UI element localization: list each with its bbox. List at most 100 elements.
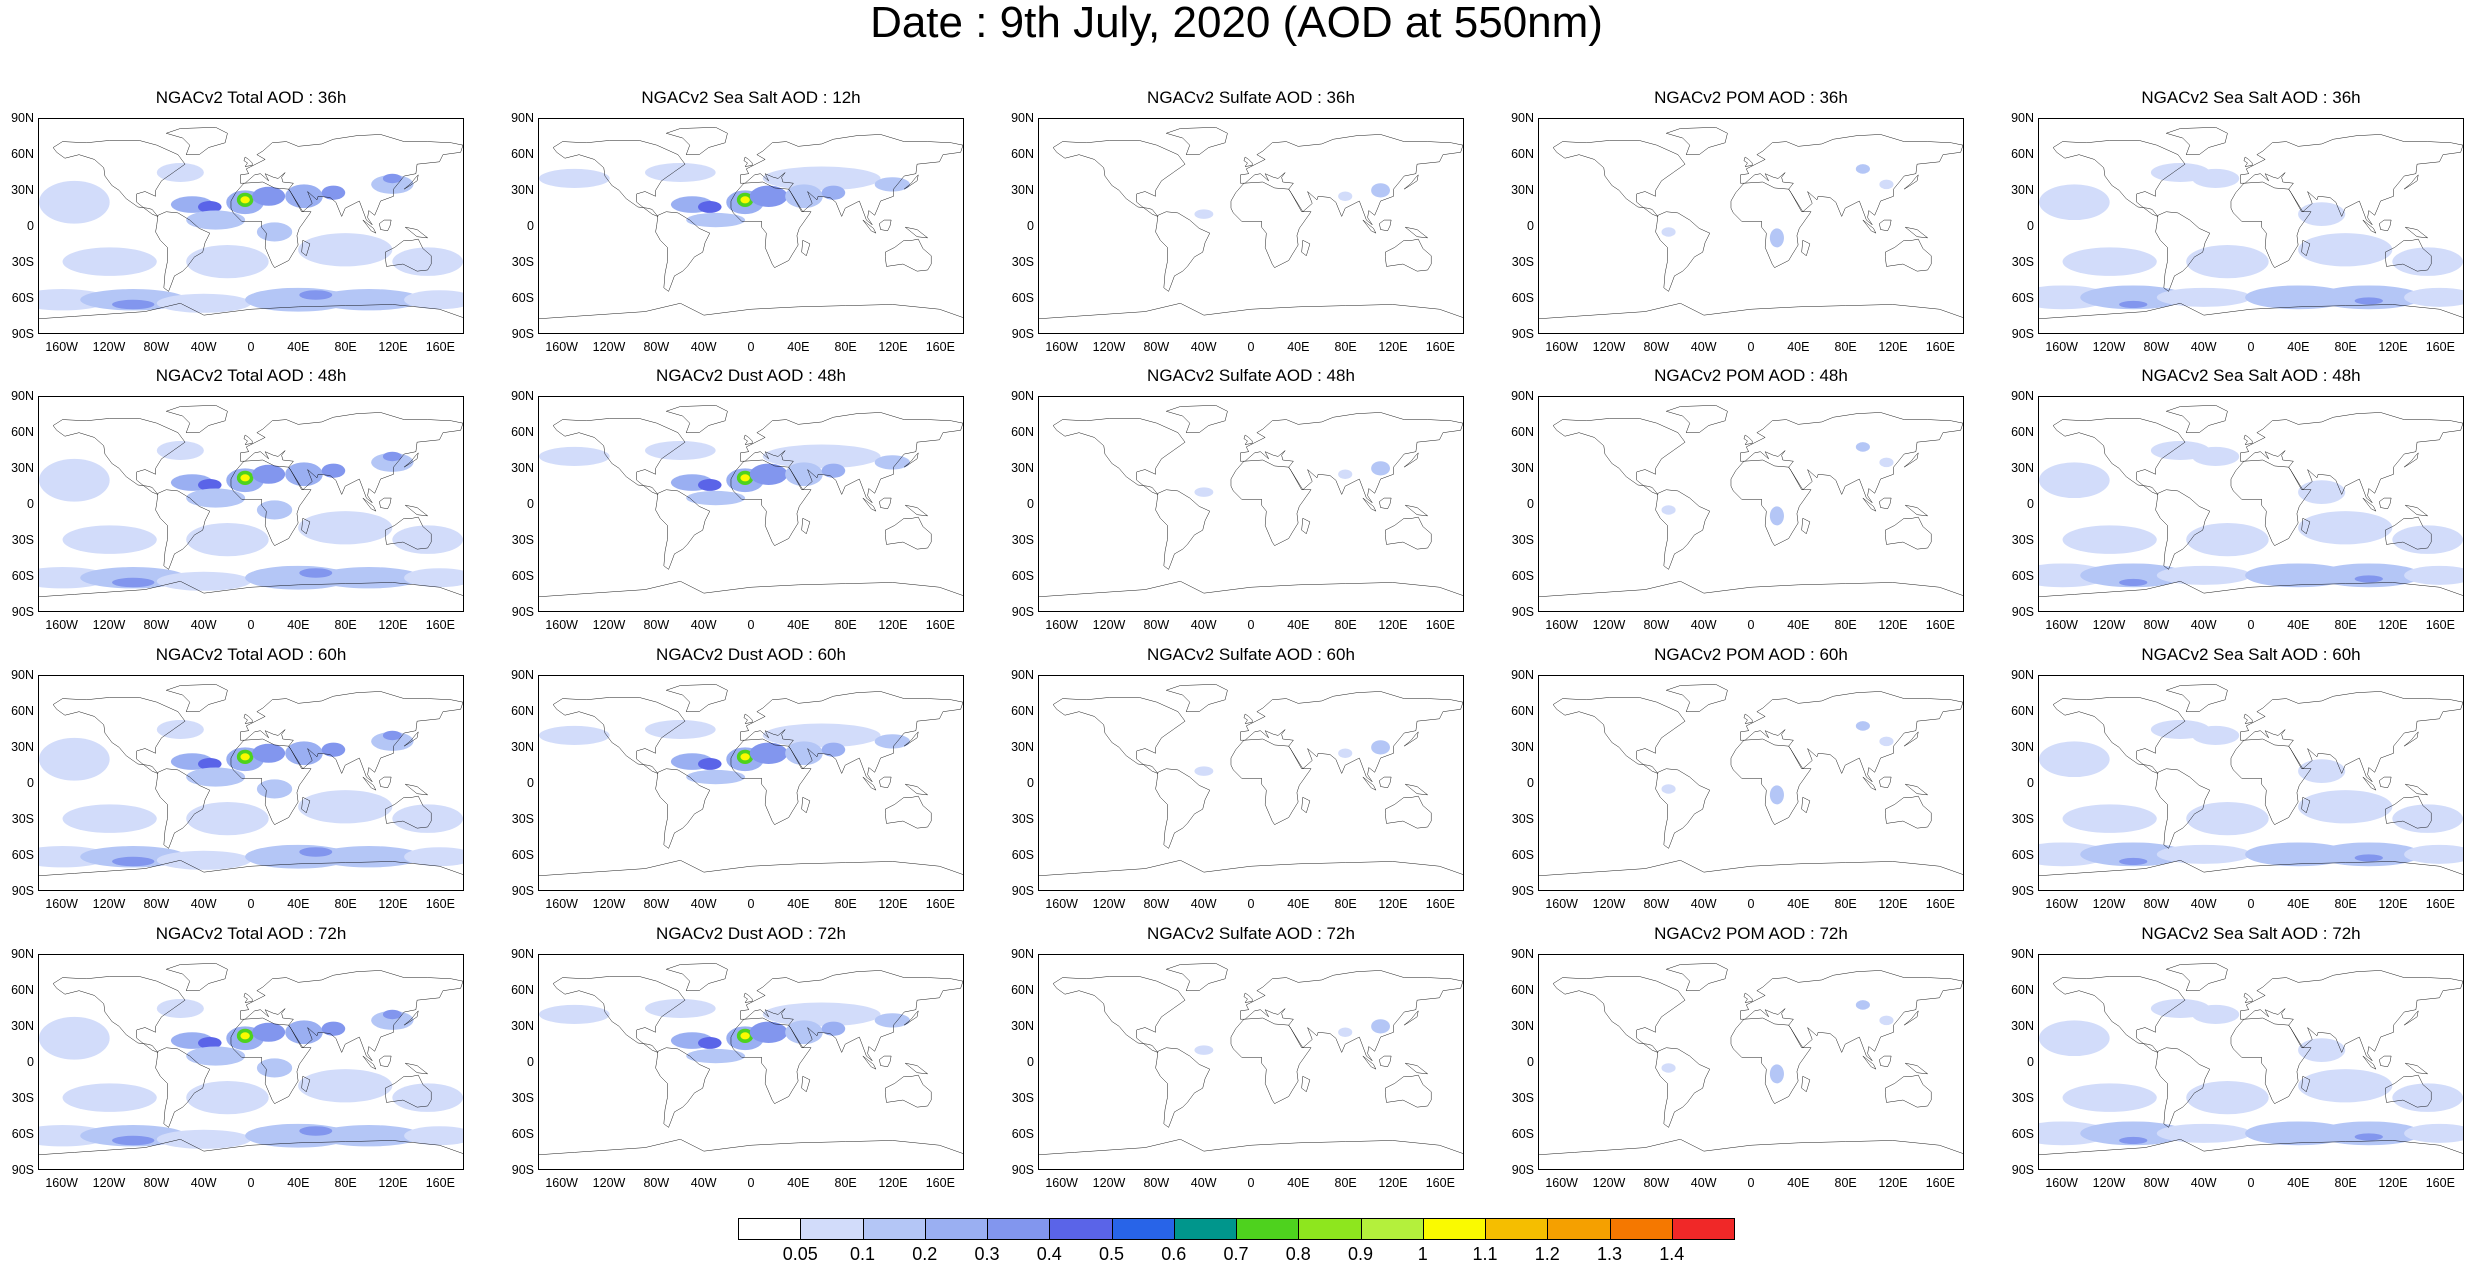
aerosol-patch: [2186, 523, 2269, 557]
lat-tick-label: 60S: [1511, 848, 1534, 862]
aerosol-patch: [156, 1129, 251, 1149]
coastline: [240, 412, 463, 502]
aerosol-patch: [404, 290, 463, 310]
coastline: [2231, 739, 2311, 825]
aerosol-patch: [2354, 1133, 2383, 1141]
map-plot: [539, 955, 963, 1169]
lon-tick-label: 80E: [834, 618, 857, 632]
lon-tick-label: 40E: [787, 897, 810, 911]
lat-tick-label: 30N: [11, 461, 34, 475]
coastline: [405, 1063, 427, 1074]
coastline: [2244, 157, 2252, 167]
coastline: [166, 684, 227, 711]
aerosol-patch: [62, 525, 157, 554]
coastline: [879, 498, 891, 509]
panel-title: NGACv2 Sea Salt AOD : 36h: [2141, 88, 2361, 107]
coastline: [863, 220, 876, 233]
aerosol-patch: [186, 210, 246, 230]
aerosol-patch: [539, 168, 610, 188]
lon-tick-label: 120E: [378, 340, 408, 354]
lat-tick-label: 90N: [1511, 111, 1534, 125]
coastline: [2244, 435, 2252, 445]
coastline: [731, 182, 811, 268]
colorbar-cell: [862, 1218, 926, 1240]
lat-tick-label: 60N: [511, 147, 534, 161]
lon-tick-label: 80W: [143, 618, 170, 632]
coastline: [39, 860, 463, 875]
lon-tick-label: 160E: [425, 1176, 455, 1190]
coastline: [1879, 220, 1891, 231]
coastline: [1244, 993, 1252, 1003]
colorbar-label: 1: [1417, 1244, 1428, 1264]
lat-tick-label: 0: [527, 219, 534, 233]
lon-tick-label: 160E: [1925, 340, 1955, 354]
map-frame: [538, 675, 964, 891]
coastline: [885, 517, 931, 549]
coastline: [731, 739, 811, 825]
coastline: [2302, 240, 2310, 255]
coastline: [39, 581, 463, 596]
lon-tick-label: 0: [1247, 618, 1255, 632]
coastline: [2404, 453, 2418, 467]
coastline: [1302, 797, 1310, 812]
coastline: [1039, 303, 1463, 318]
lon-tick-label: 0: [247, 340, 255, 354]
aerosol-patch: [2354, 854, 2383, 862]
lat-tick-label: 0: [2027, 1055, 2034, 1069]
lon-tick-label: 160E: [425, 897, 455, 911]
aerosol-patch: [2404, 844, 2463, 864]
aerosol-patch: [371, 731, 414, 751]
lon-tick-label: 0: [247, 618, 255, 632]
colorbar-cell: [1422, 1218, 1486, 1240]
panel-title: NGACv2 Sea Salt AOD : 72h: [2141, 924, 2361, 943]
coastline: [2166, 963, 2227, 990]
aerosol-patch: [2404, 565, 2463, 585]
lon-tick-label: 160E: [1925, 618, 1955, 632]
coastline: [553, 140, 685, 216]
coastline: [1244, 435, 1252, 445]
coastline: [2240, 412, 2463, 502]
map-frame: [538, 118, 964, 334]
aerosol-patch: [821, 185, 846, 200]
lon-tick-label: 0: [2247, 897, 2255, 911]
lon-tick-label: 80W: [1643, 1176, 1670, 1190]
lat-tick-label: 90S: [2011, 884, 2034, 898]
lon-tick-label: 160W: [1045, 897, 1078, 911]
coastline: [2039, 303, 2463, 318]
lon-tick-label: 80E: [334, 618, 357, 632]
coastline: [1879, 1056, 1891, 1067]
aerosol-patch: [186, 802, 269, 836]
aerosol-patch: [198, 1037, 222, 1049]
coastline: [1231, 460, 1311, 546]
lat-tick-label: 60S: [11, 1127, 34, 1141]
coastline: [2039, 1139, 2463, 1154]
aerosol-patch: [186, 767, 246, 787]
lat-tick-label: 90S: [11, 1163, 34, 1177]
lon-tick-label: 160E: [2425, 618, 2455, 632]
lon-tick-label: 80E: [334, 340, 357, 354]
lat-tick-label: 30N: [2011, 183, 2034, 197]
aerosol-patch: [1371, 740, 1390, 755]
coastline: [379, 1056, 391, 1067]
lat-tick-label: 90S: [1011, 327, 1034, 341]
map-panel: NGACv2 Total AOD : 36h 90N 60N 30N 0 30S 60S 90…: [0, 88, 504, 364]
aerosol-patch: [2080, 285, 2187, 310]
lat-tick-label: 30S: [511, 255, 534, 269]
lat-tick-label: 90N: [1511, 947, 1534, 961]
map-plot: [539, 676, 963, 890]
lon-tick-label: 80E: [1834, 618, 1857, 632]
coastline: [244, 157, 252, 167]
coastline: [2244, 993, 2252, 1003]
lon-tick-label: 80E: [2334, 618, 2357, 632]
coastline: [231, 182, 311, 268]
coastline: [879, 220, 891, 231]
lon-tick-label: 40E: [2287, 340, 2310, 354]
colorbar-label: 0.5: [1098, 1244, 1125, 1264]
coastline: [2404, 732, 2418, 746]
coastline: [156, 769, 210, 849]
lon-tick-label: 120W: [1092, 340, 1126, 354]
lon-tick-label: 160E: [1925, 897, 1955, 911]
lon-tick-label: 40W: [2190, 1176, 2217, 1190]
map-frame: [1038, 118, 1464, 334]
coastline: [553, 697, 685, 773]
